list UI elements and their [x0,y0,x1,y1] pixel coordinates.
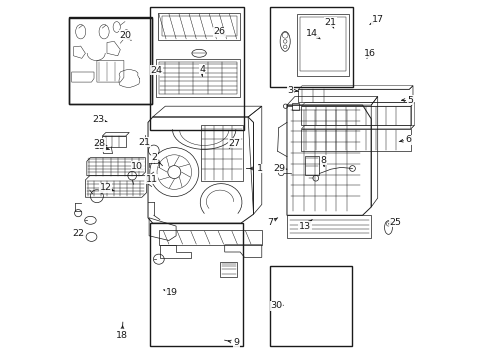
Text: 2: 2 [151,153,157,162]
Text: 9: 9 [233,338,239,347]
Bar [269,266,352,346]
Bar [220,262,237,277]
Text: 3: 3 [287,86,293,95]
Text: 17: 17 [371,15,383,24]
Text: 27: 27 [228,139,240,148]
Text: 13: 13 [298,222,310,231]
Bar [150,7,244,130]
Text: 28: 28 [94,139,105,148]
Text: 5: 5 [407,96,412,105]
Text: 8: 8 [320,156,326,165]
Text: 23: 23 [92,115,104,124]
Text: 25: 25 [388,218,400,227]
Text: 19: 19 [165,288,178,297]
Text: 11: 11 [145,175,157,184]
Text: 15: 15 [94,142,105,151]
Text: 7: 7 [267,218,273,227]
Text: 18: 18 [116,331,128,340]
Text: 16: 16 [363,49,375,58]
Text: 10: 10 [131,162,143,171]
Text: 21: 21 [324,18,335,27]
Bar [200,125,243,181]
Text: 4: 4 [199,65,204,74]
Text: 29: 29 [273,164,285,173]
Text: 1: 1 [257,164,263,173]
Bar [305,156,319,175]
Text: 14: 14 [305,29,318,37]
Text: 20: 20 [119,31,131,40]
Text: 22: 22 [72,229,84,238]
Text: 6: 6 [405,135,410,144]
Text: 21: 21 [138,138,150,147]
Bar [69,18,152,104]
Text: 24: 24 [150,66,162,75]
Bar [269,7,352,87]
Text: 30: 30 [269,302,282,310]
Bar [150,223,243,346]
Text: 26: 26 [213,27,225,36]
Text: 12: 12 [100,184,112,192]
Bar [69,17,151,104]
